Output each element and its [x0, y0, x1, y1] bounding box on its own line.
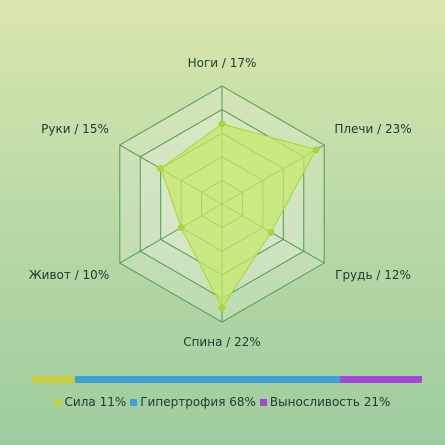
legend-item-2: Выносливость 21% — [259, 395, 391, 409]
axis-label-5: Руки / 15% — [41, 122, 109, 136]
legend-label-0: Сила 11% — [64, 395, 127, 409]
legend-item-1: Гипертрофия 68% — [130, 395, 256, 409]
data-point-5 — [157, 165, 165, 173]
data-point-4 — [177, 224, 185, 232]
distribution-segment-0 — [32, 376, 75, 383]
legend-item-0: Сила 11% — [54, 395, 127, 409]
legend-swatch-0 — [54, 398, 62, 406]
legend-swatch-1 — [130, 398, 138, 406]
axis-label-3: Спина / 22% — [183, 335, 261, 349]
distribution-segment-2 — [340, 376, 422, 383]
axis-label-4: Живот / 10% — [29, 268, 109, 282]
data-point-1 — [312, 146, 320, 154]
axis-label-2: Грудь / 12% — [335, 268, 411, 282]
distribution-segment-1 — [74, 376, 341, 383]
data-point-0 — [218, 120, 226, 128]
distribution-bar — [32, 376, 422, 383]
data-point-2 — [267, 228, 275, 236]
legend-label-2: Выносливость 21% — [269, 395, 391, 409]
legend-label-1: Гипертрофия 68% — [140, 395, 256, 409]
axis-label-1: Плечи / 23% — [334, 122, 411, 136]
legend-swatch-2 — [259, 398, 267, 406]
axis-label-0: Ноги / 17% — [188, 56, 257, 70]
legend: Сила 11% Гипертрофия 68% Выносливость 21% — [0, 395, 445, 409]
data-point-3 — [218, 304, 226, 312]
